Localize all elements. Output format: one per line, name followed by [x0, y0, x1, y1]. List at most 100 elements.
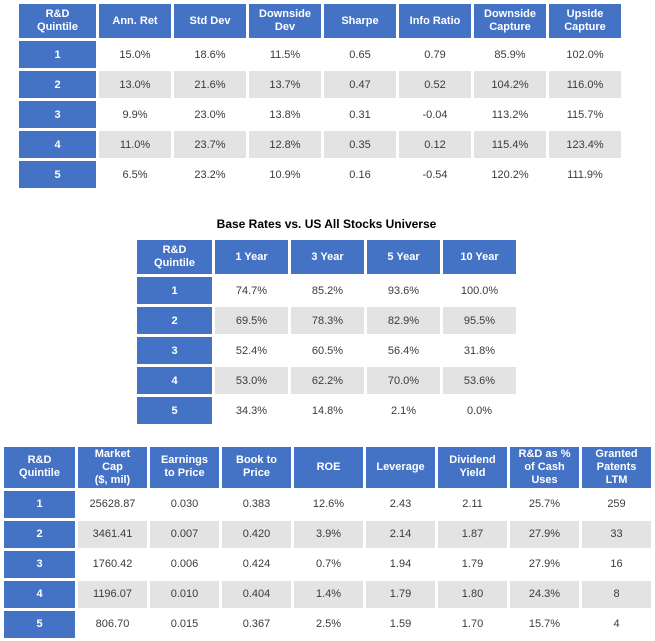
data-cell: 23.7%	[174, 131, 246, 158]
data-cell: 27.9%	[510, 520, 579, 548]
data-cell: 115.7%	[549, 101, 621, 128]
data-cell: 9.9%	[99, 101, 171, 128]
data-cell: 1.94	[366, 550, 435, 578]
column-header: 1 Year	[215, 240, 288, 274]
data-cell: 0.030	[150, 490, 219, 518]
column-header: Market Cap ($, mil)	[78, 447, 147, 488]
data-cell: 0.010	[150, 580, 219, 608]
data-cell: 102.0%	[549, 41, 621, 68]
data-cell: 53.6%	[443, 367, 516, 394]
data-cell: 85.9%	[474, 41, 546, 68]
data-cell: 21.6%	[174, 71, 246, 98]
quintile-label-cell: 5	[137, 397, 212, 424]
data-cell: 0.35	[324, 131, 396, 158]
data-cell: 62.2%	[291, 367, 364, 394]
data-cell: 56.4%	[367, 337, 440, 364]
base-rates-title: Base Rates vs. US All Stocks Universe	[216, 217, 437, 231]
data-cell: 259	[582, 490, 651, 518]
column-header: Sharpe	[324, 4, 396, 38]
data-cell: 100.0%	[443, 277, 516, 304]
performance-table-header-row: R&D Quintile Ann. Ret Std Dev Downside Dev S…	[19, 4, 621, 38]
data-cell: 34.3%	[215, 397, 288, 424]
quintile-label-cell: 5	[19, 161, 96, 188]
data-cell: 1.87	[438, 520, 507, 548]
data-cell: 0.404	[222, 580, 291, 608]
data-cell: 1.80	[438, 580, 507, 608]
table-row: 1 15.0% 18.6% 11.5% 0.65 0.79 85.9% 102.0%	[19, 41, 621, 68]
data-cell: 8	[582, 580, 651, 608]
data-cell: 1760.42	[78, 550, 147, 578]
column-header: Dividend Yield	[438, 447, 507, 488]
data-cell: 1.70	[438, 610, 507, 638]
data-cell: 0.006	[150, 550, 219, 578]
table-row: 2 3461.41 0.007 0.420 3.9% 2.14 1.87 27.9% 33	[4, 520, 651, 548]
column-header: Ann. Ret	[99, 4, 171, 38]
quintile-label-cell: 1	[4, 490, 75, 518]
quintile-label-cell: 3	[19, 101, 96, 128]
data-cell: 70.0%	[367, 367, 440, 394]
table-row: 5 806.70 0.015 0.367 2.5% 1.59 1.70 15.7% 4	[4, 610, 651, 638]
data-cell: 0.79	[399, 41, 471, 68]
data-cell: 11.0%	[99, 131, 171, 158]
data-cell: 0.015	[150, 610, 219, 638]
data-cell: 25628.87	[78, 490, 147, 518]
table-row: 1 74.7% 85.2% 93.6% 100.0%	[137, 277, 516, 304]
data-cell: 3461.41	[78, 520, 147, 548]
data-cell: 123.4%	[549, 131, 621, 158]
data-cell: 1196.07	[78, 580, 147, 608]
data-cell: 2.14	[366, 520, 435, 548]
data-cell: 69.5%	[215, 307, 288, 334]
data-cell: 85.2%	[291, 277, 364, 304]
data-cell: 120.2%	[474, 161, 546, 188]
column-header: R&D as % of Cash Uses	[510, 447, 579, 488]
quintile-label-cell: 4	[19, 131, 96, 158]
data-cell: 78.3%	[291, 307, 364, 334]
data-cell: 12.8%	[249, 131, 321, 158]
data-cell: 2.5%	[294, 610, 363, 638]
table-row: 3 9.9% 23.0% 13.8% 0.31 -0.04 113.2% 115.7%	[19, 101, 621, 128]
data-cell: 1.59	[366, 610, 435, 638]
data-cell: 0.12	[399, 131, 471, 158]
quintile-label-cell: 1	[19, 41, 96, 68]
data-cell: 93.6%	[367, 277, 440, 304]
column-header: Info Ratio	[399, 4, 471, 38]
data-cell: 10.9%	[249, 161, 321, 188]
data-cell: 23.2%	[174, 161, 246, 188]
column-header: R&D Quintile	[19, 4, 96, 38]
data-cell: 0.52	[399, 71, 471, 98]
data-cell: 1.79	[438, 550, 507, 578]
data-cell: 0.7%	[294, 550, 363, 578]
data-cell: 12.6%	[294, 490, 363, 518]
table-row: 1 25628.87 0.030 0.383 12.6% 2.43 2.11 25.7% 259	[4, 490, 651, 518]
data-cell: 104.2%	[474, 71, 546, 98]
column-header: Leverage	[366, 447, 435, 488]
data-cell: 60.5%	[291, 337, 364, 364]
quintile-label-cell: 4	[137, 367, 212, 394]
data-cell: 116.0%	[549, 71, 621, 98]
column-header: Downside Capture	[474, 4, 546, 38]
data-cell: 52.4%	[215, 337, 288, 364]
column-header: Std Dev	[174, 4, 246, 38]
data-cell: 0.65	[324, 41, 396, 68]
data-cell: 13.8%	[249, 101, 321, 128]
data-cell: -0.04	[399, 101, 471, 128]
data-cell: 111.9%	[549, 161, 621, 188]
data-cell: 2.1%	[367, 397, 440, 424]
data-cell: 0.47	[324, 71, 396, 98]
data-cell: 115.4%	[474, 131, 546, 158]
column-header: 5 Year	[367, 240, 440, 274]
data-cell: 82.9%	[367, 307, 440, 334]
data-cell: 0.31	[324, 101, 396, 128]
table-row: 3 1760.42 0.006 0.424 0.7% 1.94 1.79 27.9% 16	[4, 550, 651, 578]
performance-table: R&D Quintile Ann. Ret Std Dev Downside Dev S…	[16, 1, 624, 191]
data-cell: 95.5%	[443, 307, 516, 334]
table-row: 4 1196.07 0.010 0.404 1.4% 1.79 1.80 24.3% 8	[4, 580, 651, 608]
data-cell: 0.424	[222, 550, 291, 578]
table-row: 5 6.5% 23.2% 10.9% 0.16 -0.54 120.2% 111.9%	[19, 161, 621, 188]
column-header: 3 Year	[291, 240, 364, 274]
data-cell: 24.3%	[510, 580, 579, 608]
data-cell: 0.007	[150, 520, 219, 548]
quintile-label-cell: 2	[4, 520, 75, 548]
data-cell: 25.7%	[510, 490, 579, 518]
